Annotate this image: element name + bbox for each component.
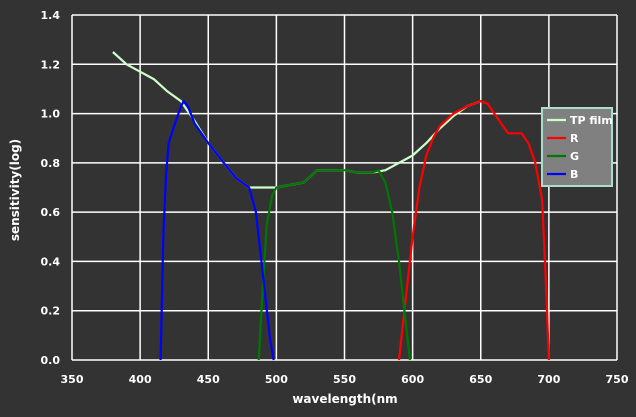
legend: TP film RGB bbox=[541, 107, 613, 187]
y-axis-ticks: 0.0 0.2 0.4 0.6 0.8 1.0 1.2 1.4 bbox=[41, 9, 61, 367]
legend-label-b: B bbox=[570, 168, 578, 181]
x-axis-ticks: 350 400 450 500 550 600 650 700 750 bbox=[61, 373, 629, 386]
x-tick-label: 650 bbox=[469, 373, 492, 386]
legend-label-g: G bbox=[570, 150, 579, 163]
x-tick-label: 450 bbox=[197, 373, 220, 386]
x-tick-label: 550 bbox=[333, 373, 356, 386]
series-line-r bbox=[397, 100, 550, 361]
y-tick-label: 0.2 bbox=[41, 305, 61, 318]
y-tick-label: 0.6 bbox=[41, 206, 61, 219]
y-tick-label: 0.8 bbox=[41, 157, 61, 170]
y-tick-label: 1.0 bbox=[41, 108, 61, 121]
y-tick-label: 0.4 bbox=[41, 255, 61, 268]
series-line-b bbox=[159, 100, 275, 361]
x-tick-label: 700 bbox=[537, 373, 560, 386]
x-tick-label: 750 bbox=[606, 373, 629, 386]
x-tick-label: 600 bbox=[401, 373, 424, 386]
x-tick-label: 350 bbox=[61, 373, 84, 386]
y-tick-label: 1.4 bbox=[41, 9, 61, 22]
x-tick-label: 500 bbox=[265, 373, 288, 386]
y-tick-label: 0.0 bbox=[41, 354, 61, 367]
legend-label-r: R bbox=[570, 132, 579, 145]
y-tick-label: 1.2 bbox=[41, 58, 61, 71]
legend-label-tp-film: TP film bbox=[570, 114, 613, 127]
series-line-g bbox=[257, 169, 411, 361]
x-tick-label: 400 bbox=[129, 373, 152, 386]
x-axis-label: wavelength(nm bbox=[292, 392, 397, 406]
series-layer bbox=[112, 51, 550, 361]
y-axis-label: sensitivity(log) bbox=[8, 139, 22, 241]
